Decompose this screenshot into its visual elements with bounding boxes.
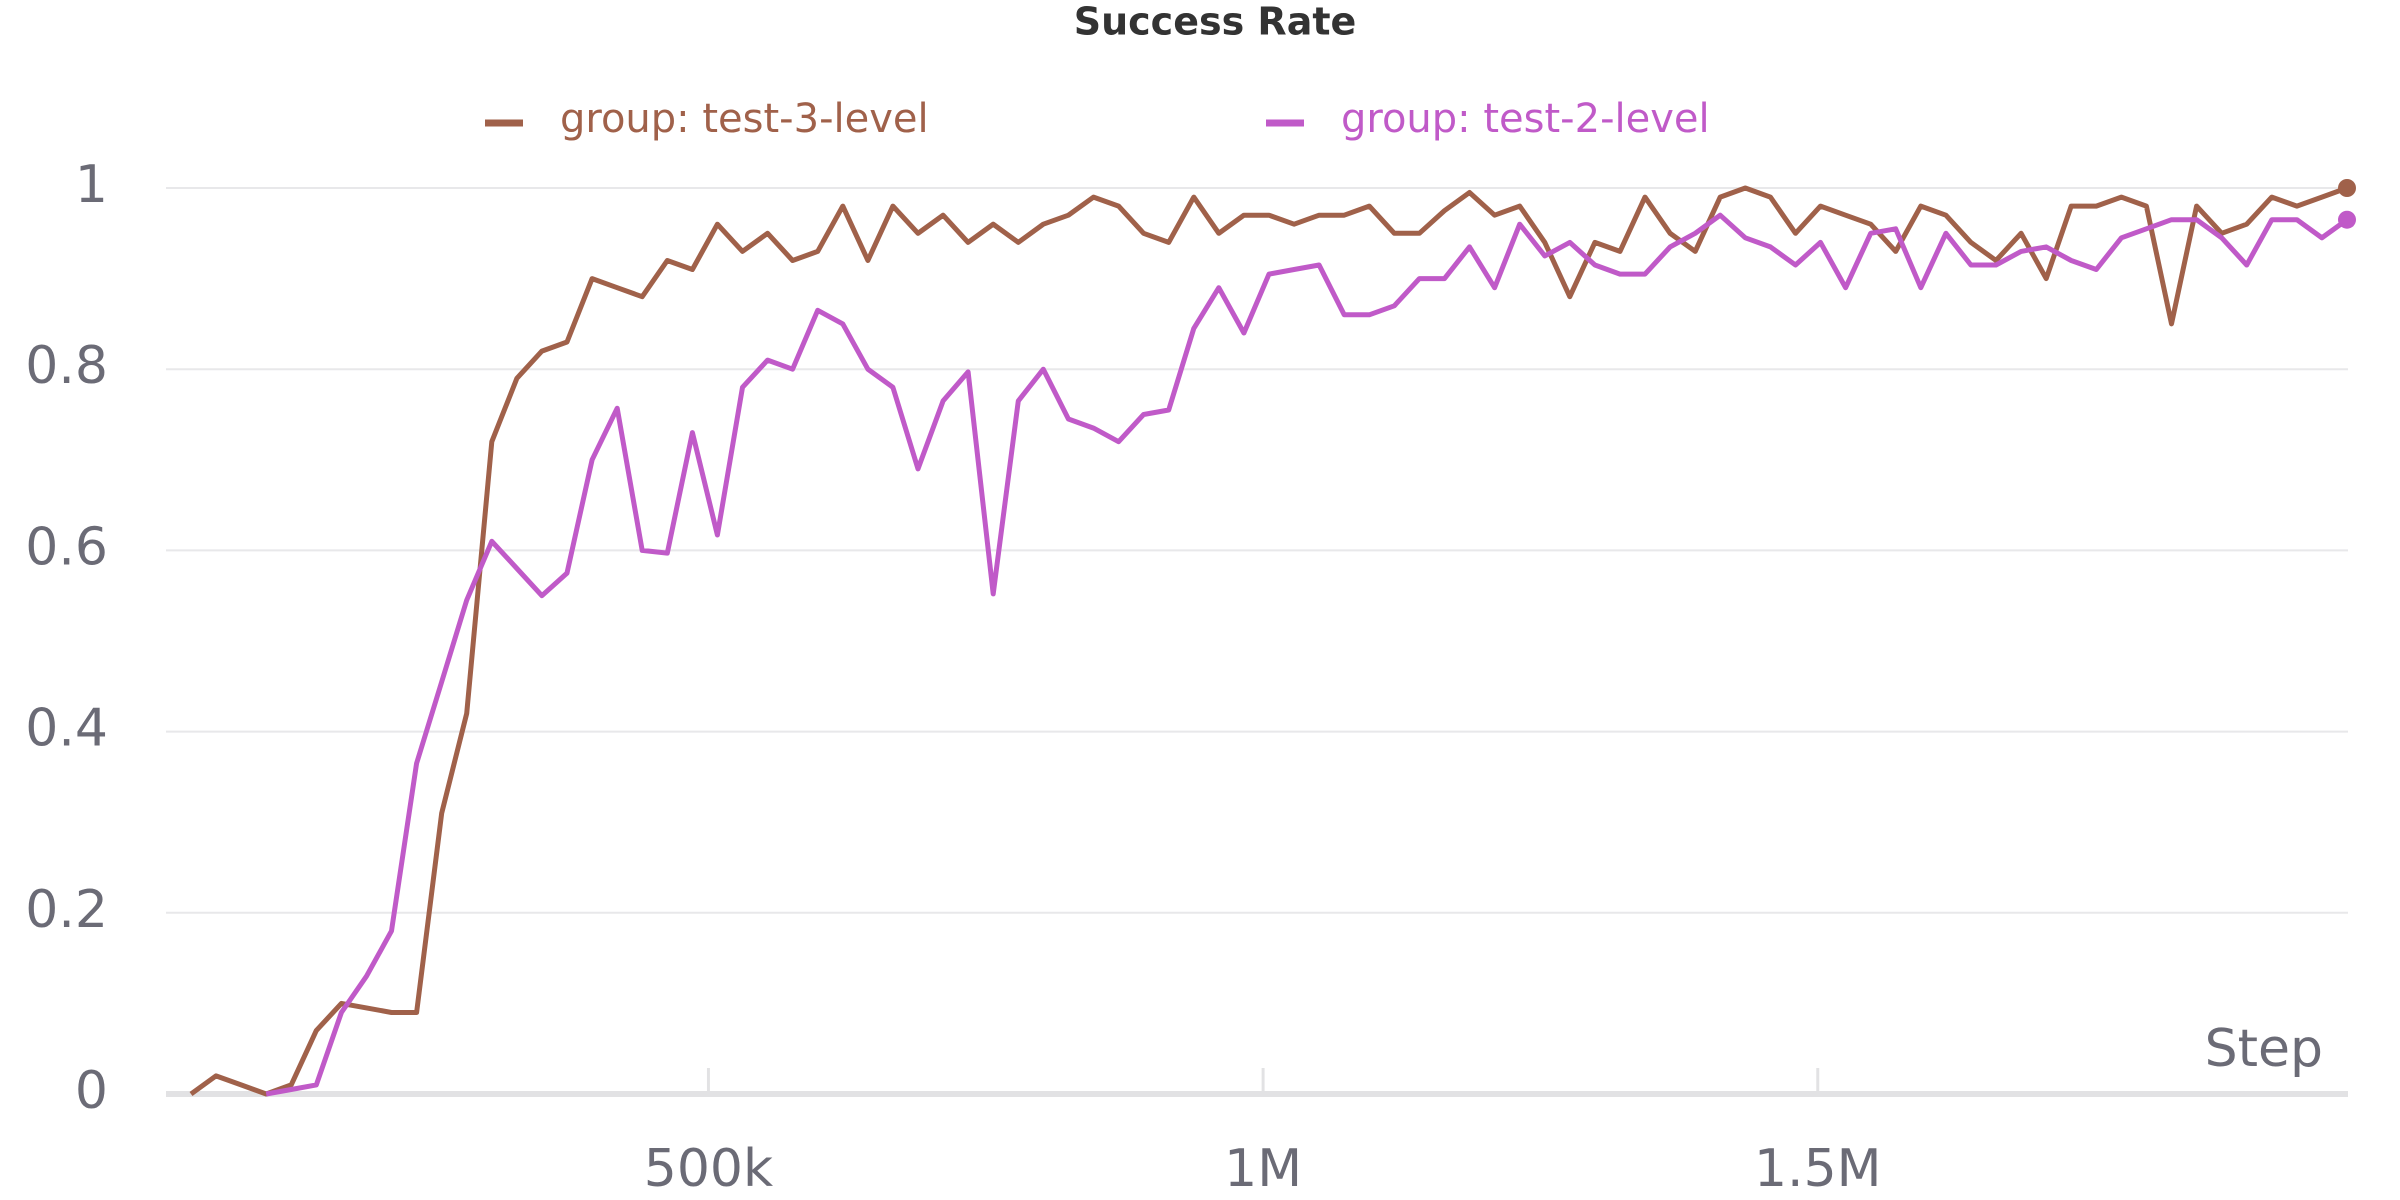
y-tick-label: 1 <box>75 155 108 215</box>
y-tick-label: 0.6 <box>25 517 108 577</box>
series-line <box>265 212 2349 1097</box>
chart-title: Success Rate <box>1074 0 1357 44</box>
series-line <box>189 185 2348 1097</box>
y-tick-label: 0 <box>75 1061 108 1121</box>
end-marker <box>2338 210 2357 229</box>
y-tick-label: 0.8 <box>25 336 108 396</box>
x-tick-label: 500k <box>644 1139 773 1199</box>
x-axis-label: Step <box>2205 1019 2323 1079</box>
end-marker <box>2338 179 2357 197</box>
legend-label: group: test-2-level <box>1341 96 1710 142</box>
x-tick-label: 1.5M <box>1754 1139 1882 1199</box>
y-tick-label: 0.4 <box>25 699 108 759</box>
legend-label: group: test-3-level <box>560 96 929 142</box>
y-tick-label: 0.2 <box>25 880 108 940</box>
x-tick-label: 1M <box>1224 1139 1302 1199</box>
